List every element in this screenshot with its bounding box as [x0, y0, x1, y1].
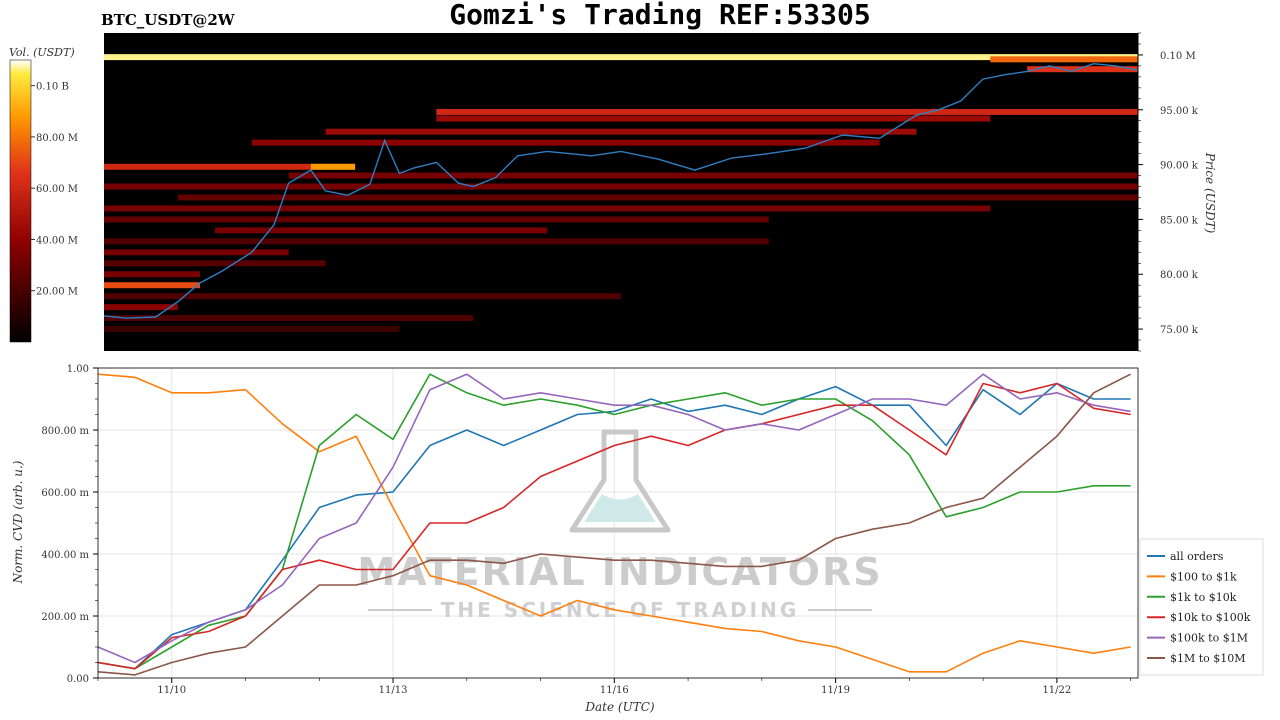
colorbar-tick-label: 60.00 M [36, 184, 78, 195]
cvd-y-tick-label: 800.00 m [41, 426, 89, 437]
legend-entry: $1M to $10M [1170, 652, 1246, 665]
cvd-series-line [97, 373, 1131, 676]
cvd-y-tick-label: 0.00 [67, 674, 89, 685]
cvd-x-tick-label: 11/13 [379, 685, 408, 696]
heatmap-band [104, 183, 1138, 190]
cvd-series-line [97, 373, 1131, 673]
cvd-x-tick-label: 11/10 [157, 685, 186, 696]
heatmap-y-ticks: 0.10 M 95.00 k 90.00 k 85.00 k 80.00 k 75.00 … [1138, 32, 1199, 352]
cvd-series-line [97, 382, 1131, 670]
cvd-y-tick-label: 1.00 [67, 364, 89, 375]
chart-title: Gomzi's Trading REF:53305 [449, 0, 870, 31]
cvd-grid [98, 367, 1138, 679]
heatmap-band [104, 54, 1138, 61]
cvd-series-line [97, 373, 1131, 664]
colorbar-tick-label: 40.00 M [36, 235, 78, 246]
heatmap-band [177, 194, 1138, 201]
heatmap-y-tick-label: 80.00 k [1160, 270, 1199, 281]
heatmap-y-tick-label: 75.00 k [1160, 325, 1199, 336]
colorbar-tick-label: 80.00 M [36, 133, 78, 144]
heatmap-band [310, 163, 356, 170]
heatmap-band [104, 216, 769, 223]
cvd-plot-frame [97, 367, 1139, 679]
heatmap-y-axis-label: Price (USDT) [1203, 152, 1217, 234]
heatmap-y-tick-label: 85.00 k [1160, 215, 1199, 226]
heatmap-band [288, 172, 1139, 179]
heatmap-band [104, 260, 326, 267]
legend-entry: $10k to $100k [1170, 611, 1251, 624]
watermark-main: MATERIAL INDICATORS [357, 550, 882, 594]
cvd-y-tick-label: 200.00 m [41, 612, 89, 623]
heatmap-bands [104, 54, 1139, 333]
heatmap-y-tick-label: 0.10 M [1160, 51, 1196, 62]
ticker-label: BTC_USDT@2W [101, 11, 236, 29]
colorbar-tick-label: 0.10 B [36, 82, 69, 93]
heatmap-band [436, 115, 991, 122]
heatmap-band [1027, 66, 1138, 73]
cvd-series-line [97, 382, 1131, 670]
legend: all orders $100 to $1k $1k to $10k $10k to … [1147, 550, 1251, 665]
heatmap-y-tick-label: 90.00 k [1160, 161, 1199, 172]
cvd-x-tick-label: 11/19 [821, 685, 850, 696]
cvd-y-axis-label: Norm. CVD (arb. u.) [11, 460, 25, 584]
heatmap-band [251, 139, 880, 146]
heatmap-band [104, 163, 356, 170]
price-line [103, 62, 1139, 319]
cvd-series-lines [97, 373, 1131, 676]
cvd-y-tick-label: 400.00 m [41, 550, 89, 561]
heatmap-band [104, 293, 621, 300]
heatmap-band [104, 315, 474, 322]
colorbar-tick-label: 20.00 M [36, 287, 78, 298]
cvd-x-tick-label: 11/16 [600, 685, 629, 696]
legend-box [1139, 538, 1264, 676]
cvd-x-ticks: 11/10 11/13 11/16 11/19 11/22 [97, 678, 1131, 696]
heatmap-band [104, 249, 289, 256]
heatmap-band [214, 227, 548, 234]
heatmap-band [436, 108, 1138, 115]
heatmap-band [104, 271, 201, 278]
heatmap-y-tick-label: 95.00 k [1160, 106, 1199, 117]
cvd-x-axis-label: Date (UTC) [584, 700, 654, 714]
cvd-x-tick-label: 11/22 [1042, 685, 1071, 696]
flask-icon [569, 429, 671, 533]
colorbar-label: Vol. (USDT) [9, 46, 75, 59]
heatmap-band [104, 326, 400, 333]
heatmap-band [104, 238, 769, 245]
legend-entry: $100 to $1k [1170, 570, 1237, 583]
colorbar-ticks: 0.10 B 80.00 M 60.00 M 40.00 M 20.00 M [31, 82, 78, 298]
heatmap-background [104, 33, 1138, 351]
legend-entry: $100k to $1M [1170, 632, 1248, 645]
heatmap-band [990, 56, 1138, 63]
heatmap-band [104, 304, 178, 311]
cvd-y-ticks: 1.00 800.00 m 600.00 m 400.00 m 200.00 m 0.00 [41, 364, 98, 685]
cvd-y-tick-label: 600.00 m [41, 488, 89, 499]
heatmap-band [104, 205, 991, 212]
legend-entry: $1k to $10k [1170, 591, 1237, 604]
heatmap-band [325, 128, 917, 135]
colorbar [9, 59, 32, 343]
heatmap-band [104, 282, 201, 289]
legend-entry: all orders [1170, 550, 1224, 563]
